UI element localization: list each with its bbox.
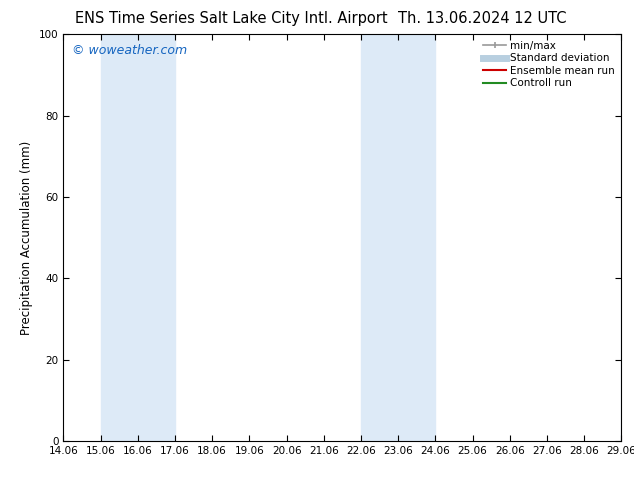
Bar: [621, 34, 634, 441]
Bar: [101, 34, 175, 441]
Bar: [361, 34, 436, 441]
Text: ENS Time Series Salt Lake City Intl. Airport: ENS Time Series Salt Lake City Intl. Air…: [75, 11, 388, 26]
Y-axis label: Precipitation Accumulation (mm): Precipitation Accumulation (mm): [20, 141, 34, 335]
Legend: min/max, Standard deviation, Ensemble mean run, Controll run: min/max, Standard deviation, Ensemble me…: [480, 37, 618, 92]
Text: © woweather.com: © woweather.com: [72, 45, 187, 57]
Text: Th. 13.06.2024 12 UTC: Th. 13.06.2024 12 UTC: [398, 11, 566, 26]
